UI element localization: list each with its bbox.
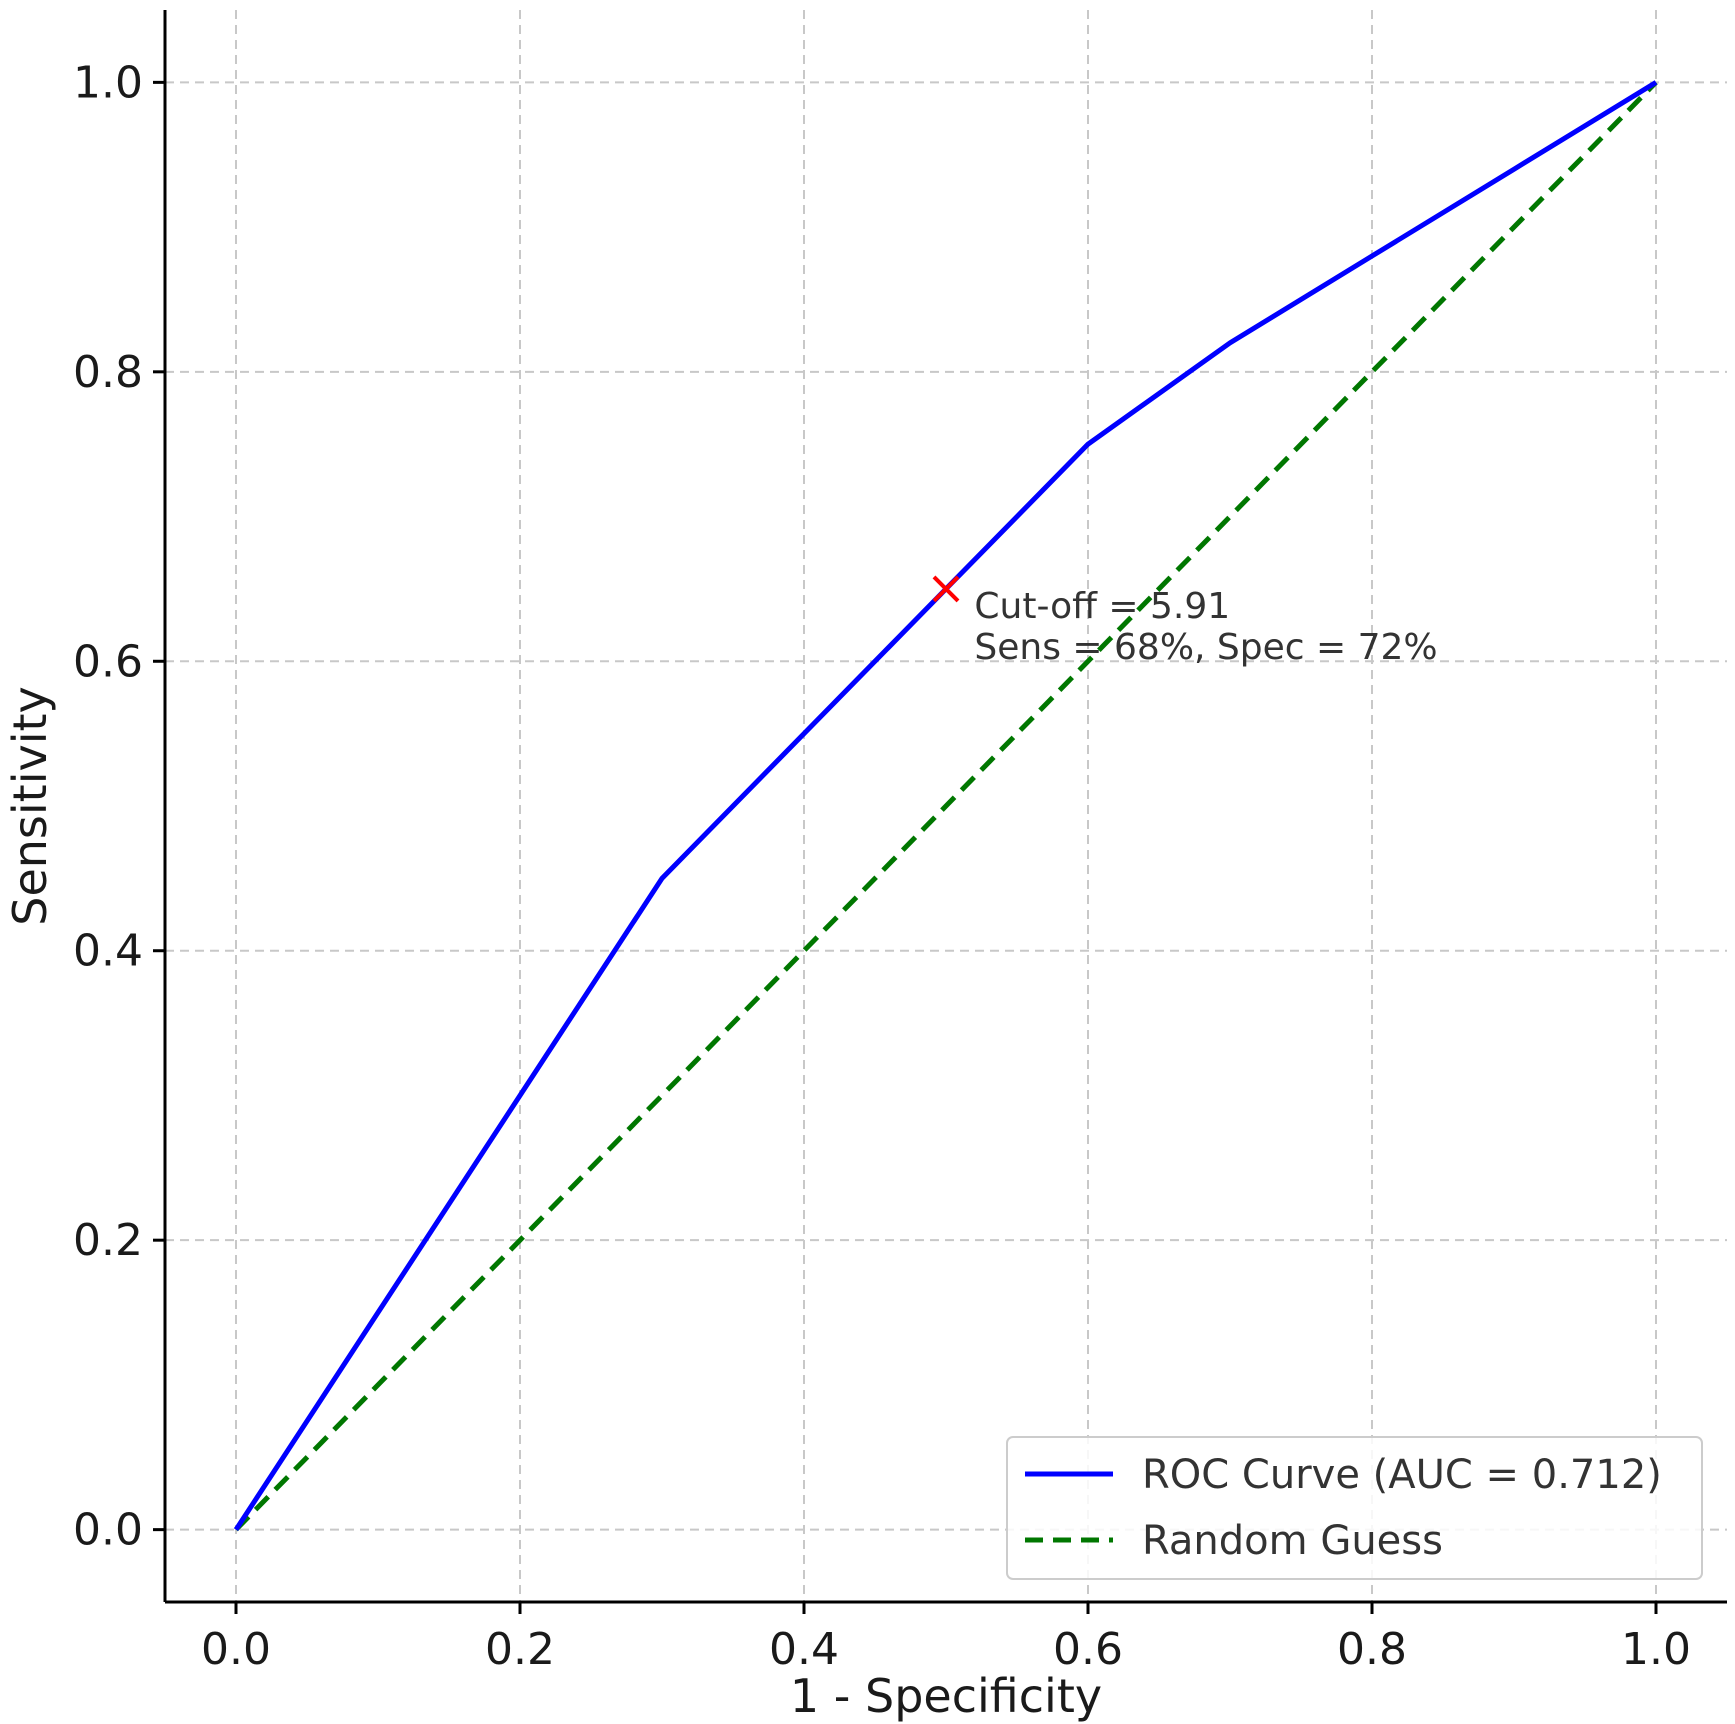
x-tick-label-1: 0.2 bbox=[485, 1624, 555, 1675]
y-axis-label: Sensitivity bbox=[3, 686, 57, 925]
cutoff-marker-group bbox=[932, 575, 960, 603]
axes bbox=[153, 10, 1727, 1614]
annotation-line-2: Sens = 68%, Spec = 72% bbox=[974, 627, 1437, 668]
y-tick-label-2: 0.4 bbox=[73, 926, 143, 977]
y-tick-label-4: 0.8 bbox=[73, 347, 143, 398]
x-tick-label-4: 0.8 bbox=[1337, 1624, 1407, 1675]
y-tick-label-0: 0.0 bbox=[73, 1505, 143, 1556]
series-group bbox=[233, 80, 1658, 1532]
legend: ROC Curve (AUC = 0.712) Random Guess bbox=[1006, 1436, 1703, 1580]
x-tick-label-3: 0.6 bbox=[1053, 1624, 1123, 1675]
y-tick-label-5: 1.0 bbox=[73, 57, 143, 108]
x-axis-label: 1 - Specificity bbox=[790, 1669, 1102, 1723]
legend-label-roc: ROC Curve (AUC = 0.712) bbox=[1142, 1452, 1662, 1498]
cutoff-marker-stroke-b bbox=[932, 575, 960, 603]
legend-label-random: Random Guess bbox=[1142, 1518, 1443, 1564]
x-tick-label-2: 0.4 bbox=[769, 1624, 839, 1675]
random-guess-line bbox=[234, 80, 1658, 1532]
legend-box bbox=[1006, 1436, 1703, 1580]
tick-labels: 0.0 0.2 0.4 0.6 0.8 1.0 0.0 0.2 0.4 0.6 0.8 1.0 bbox=[73, 57, 1691, 1675]
x-tick-label-5: 1.0 bbox=[1621, 1624, 1691, 1675]
y-tick-label-1: 0.2 bbox=[73, 1215, 143, 1266]
y-tick-label-3: 0.6 bbox=[73, 636, 143, 687]
annotation-line-1: Cut-off = 5.91 bbox=[974, 586, 1230, 627]
x-tick-label-0: 0.0 bbox=[201, 1624, 271, 1675]
grid bbox=[165, 10, 1727, 1602]
